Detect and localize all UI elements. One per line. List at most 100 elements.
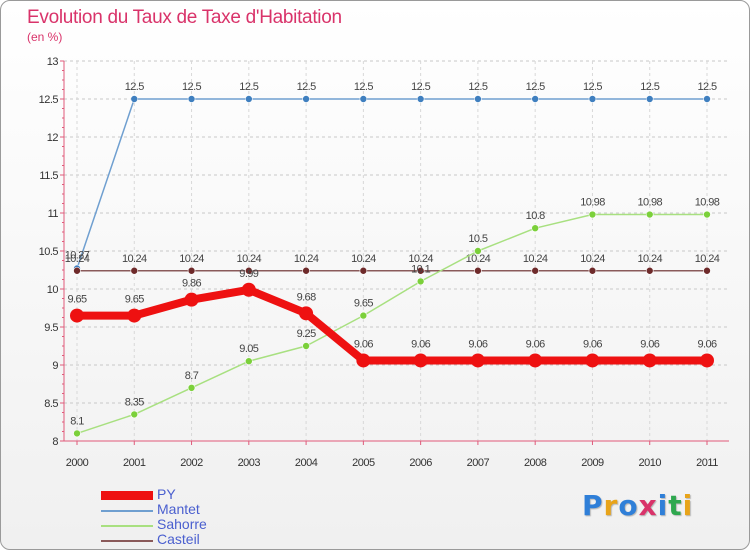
data-label-casteil: 10.24 [637,253,662,265]
data-label-mantet: 12.5 [526,81,545,93]
data-label-mantet: 12.5 [297,81,316,93]
data-point-casteil [645,266,654,275]
y-tick-label: 12 [47,132,59,144]
x-tick-label: 2008 [524,457,547,469]
data-point-sahorre [588,210,597,219]
legend-swatch-py [101,491,153,500]
x-tick-label: 2004 [295,457,318,469]
data-label-py: 9.06 [583,338,602,350]
data-label-mantet: 12.5 [640,81,659,93]
data-point-py [413,353,428,368]
data-label-py: 9.06 [526,338,545,350]
legend-label-mantet: Mantet [157,501,200,517]
data-point-py [127,308,142,323]
data-point-sahorre [474,247,482,255]
data-label-sahorre: 10.98 [695,197,720,209]
data-point-py [585,353,600,368]
data-label-mantet: 12.5 [411,81,430,93]
legend-swatch-casteil [101,540,153,542]
data-label-sahorre: 9.05 [239,343,258,355]
data-point-sahorre [531,224,539,232]
data-label-py: 9.06 [354,338,373,350]
data-point-py [356,353,371,368]
data-label-mantet: 10.27 [65,249,90,261]
legend-label-casteil: Casteil [157,531,200,547]
logo-letter: t [668,489,683,522]
data-label-mantet: 12.5 [697,81,716,93]
x-tick-label: 2005 [352,457,375,469]
data-point-casteil [187,266,196,275]
data-label-sahorre: 8.35 [125,396,144,408]
data-point-casteil [588,266,597,275]
data-label-sahorre: 9.25 [297,328,316,340]
data-point-casteil [416,266,425,275]
data-point-mantet [645,95,654,103]
data-point-py [70,308,84,323]
data-point-py [700,353,714,368]
data-point-sahorre [359,311,368,320]
data-point-casteil [73,266,81,275]
x-tick-label: 2011 [696,457,718,469]
logo-letter: r [603,489,619,522]
y-tick-label: 9.5 [44,322,58,334]
data-point-casteil [130,266,139,275]
logo-letter: x [638,489,658,522]
y-tick-label: 11 [48,208,59,220]
data-label-py: 9.65 [125,294,144,306]
data-point-mantet [416,95,425,103]
x-tick-label: 2009 [581,457,604,469]
data-label-py: 9.06 [640,338,659,350]
data-label-casteil: 10.24 [122,253,147,265]
data-point-sahorre [416,277,425,286]
data-label-py: 9.86 [182,278,201,290]
x-tick-label: 2001 [123,457,146,469]
data-point-py [642,353,657,368]
data-label-sahorre: 8.7 [185,370,199,382]
data-label-casteil: 10.24 [408,253,433,265]
data-point-py [528,353,543,368]
data-point-mantet [187,95,196,103]
data-label-casteil: 10.24 [580,253,605,265]
y-tick-label: 11.5 [39,170,58,182]
y-tick-label: 12.5 [39,94,59,106]
x-tick-label: 2003 [238,457,261,469]
data-label-sahorre: 10.98 [637,197,662,209]
data-point-mantet [474,95,482,103]
data-point-sahorre [703,210,711,219]
data-label-py: 9.68 [297,291,316,303]
data-point-py [299,306,314,321]
data-point-casteil [359,266,368,275]
data-label-casteil: 10.24 [466,253,491,265]
line-chart: 8 8.5 9 9.5 10 10.5 11 11.5 12 12.5 13 2000 2001 2002… [39,56,729,469]
data-point-py [241,282,256,297]
data-point-py [470,353,485,368]
data-point-sahorre [187,383,196,392]
y-tick-label: 10 [47,284,59,296]
data-label-mantet: 12.5 [125,81,144,93]
data-point-mantet [302,95,310,103]
data-point-casteil [703,266,711,275]
data-label-casteil: 10.24 [351,253,376,265]
data-point-mantet [531,95,539,103]
logo-letter: P [582,489,604,522]
y-tick-label: 9 [52,360,58,372]
data-point-mantet [703,95,711,103]
legend-label-py: PY [157,486,176,502]
legend-swatch-mantet [101,510,153,512]
data-point-py [184,292,199,307]
y-tick-label: 8 [52,436,58,448]
data-label-casteil: 10.24 [695,253,720,265]
data-label-py: 9.06 [411,338,430,350]
series-line-py [73,285,711,365]
data-point-mantet [130,95,139,103]
x-tick-label: 2002 [180,457,203,469]
data-point-casteil [531,266,539,275]
data-point-sahorre [645,210,654,219]
data-label-py: 9.99 [239,268,258,280]
data-point-mantet [359,95,368,103]
data-label-mantet: 12.5 [468,81,487,93]
data-label-sahorre: 8.1 [70,415,84,427]
data-point-mantet [588,95,597,103]
data-label-sahorre: 10.98 [580,197,605,209]
